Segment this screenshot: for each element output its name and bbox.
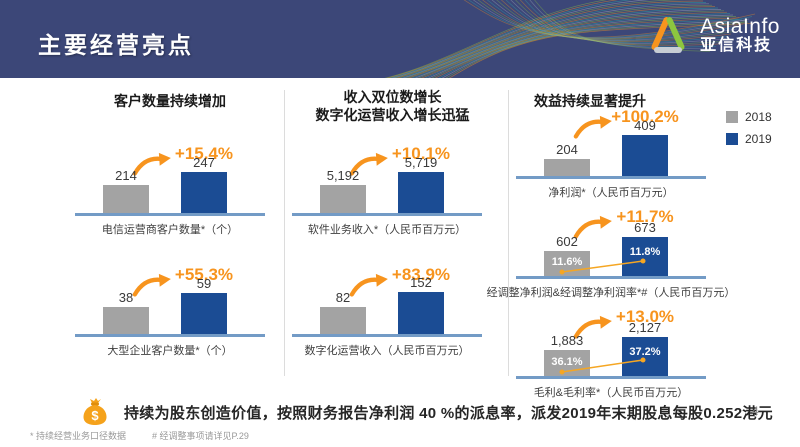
- value-2018: 1,883: [550, 333, 584, 348]
- logo-text: AsiaInfo 亚信科技: [700, 14, 780, 55]
- chart-caption: 软件业务收入*（人民币百万元）: [307, 224, 467, 236]
- chart-enterprise-customers: +55.3% 38 59 大型企业客户数量*（个）: [75, 249, 265, 364]
- bar-2018: [320, 185, 366, 213]
- growth-arrow-icon: [573, 315, 612, 339]
- axis-baseline: [516, 376, 706, 379]
- rate-2019: 11.8%: [629, 246, 661, 258]
- column-title-customers: 客户数量持续增加: [114, 93, 226, 109]
- chart-legend: 2018 2019: [726, 110, 772, 154]
- growth-arrow-icon: [573, 215, 612, 239]
- svg-text:$: $: [91, 408, 99, 423]
- column-title-profit: 效益持续显著提升: [534, 93, 646, 109]
- value-2018: 602: [556, 234, 578, 249]
- growth-label: +13.0%: [615, 307, 675, 326]
- legend-item-2018: 2018: [726, 110, 772, 124]
- value-2019: 152: [410, 275, 432, 290]
- growth-label: +15.4%: [174, 144, 234, 163]
- rate-2019: 37.2%: [629, 346, 661, 358]
- chart-caption: 电信运营商客户数量*（个）: [101, 224, 239, 236]
- rate-trend-line: [559, 357, 646, 375]
- legend-swatch-2018: [726, 111, 738, 123]
- bar-2019: [181, 172, 227, 213]
- column-divider: [284, 90, 285, 376]
- chart-caption: 净利润*（人民币百万元）: [548, 187, 674, 199]
- value-2018: 38: [118, 290, 134, 305]
- bar-2018: [320, 307, 366, 334]
- page-title: 主要经营亮点: [38, 32, 194, 58]
- dividend-note: 持续为股东创造价值，按照财务报告净利润 40 %的派息率，派发2019年末期股息…: [124, 405, 773, 422]
- value-2018: 5,192: [326, 168, 360, 183]
- legend-label-2018: 2018: [745, 110, 772, 124]
- axis-baseline: [75, 213, 265, 216]
- column-title-revenue: 收入双位数增长 数字化运营收入增长迅猛: [285, 88, 500, 124]
- axis-baseline: [516, 176, 706, 179]
- logo-text-en: AsiaInfo: [700, 14, 780, 38]
- bar-2018: [103, 185, 149, 213]
- growth-label: +100.2%: [611, 107, 679, 126]
- footnote-adjustment: # 经调整事项请详见P.29: [152, 431, 249, 441]
- rate-2018: 11.6%: [551, 256, 583, 268]
- chart-caption: 大型企业客户数量*（个）: [107, 345, 233, 357]
- asiainfo-logo-icon: [651, 17, 685, 53]
- bar-2019: [398, 292, 444, 334]
- axis-baseline: [75, 334, 265, 337]
- footnote-scope: * 持续经营业务口径数据: [30, 431, 127, 441]
- growth-label: +10.1%: [391, 144, 451, 163]
- chart-digital-revenue: +83.9% 82 152 数字化运营收入（人民币百万元）: [292, 249, 482, 364]
- growth-label: +83.9%: [391, 265, 451, 284]
- chart-caption: 经调整净利润&经调整净利润率*#（人民币百万元）: [486, 287, 736, 299]
- growth-arrow-icon: [349, 273, 388, 297]
- logo-text-zh: 亚信科技: [700, 36, 773, 54]
- value-2019: 5,719: [404, 155, 438, 170]
- value-2019: 673: [634, 220, 656, 235]
- bar-2018: [544, 159, 590, 176]
- money-bag-icon: $: [83, 398, 107, 425]
- growth-label: +55.3%: [174, 265, 234, 284]
- growth-label: +11.7%: [616, 207, 674, 226]
- legend-item-2019: 2019: [726, 132, 772, 146]
- rate-2018: 36.1%: [551, 356, 583, 368]
- chart-net-profit: +100.2% 204 409 净利润*（人民币百万元）: [516, 91, 706, 206]
- value-2019: 247: [193, 155, 215, 170]
- growth-arrow-icon: [132, 273, 171, 297]
- chart-adjusted-net-profit: +11.7% 602 673 11.6% 11.8% 经调整净利润&经调整净利润…: [487, 191, 736, 306]
- growth-arrow-icon: [349, 152, 388, 176]
- page-number: 4: [752, 404, 759, 418]
- column-title-revenue-line1: 收入双位数增长: [343, 89, 442, 105]
- legend-label-2019: 2019: [745, 132, 772, 146]
- bar-2019: [622, 337, 668, 376]
- slide-header: 主要经营亮点 AsiaInfo 亚信科技: [0, 0, 800, 78]
- asiainfo-logo: AsiaInfo 亚信科技: [646, 14, 780, 56]
- value-2019: 2,127: [628, 320, 662, 335]
- legend-swatch-2019: [726, 133, 738, 145]
- bar-2018: [103, 307, 149, 334]
- bar-2019: [622, 135, 668, 176]
- chart-caption: 数字化运营收入（人民币百万元）: [304, 345, 470, 357]
- value-2019: 409: [634, 118, 656, 133]
- growth-arrow-icon: [132, 152, 171, 176]
- chart-caption: 毛利&毛利率*（人民币百万元）: [533, 387, 689, 399]
- bar-2019: [622, 237, 668, 276]
- axis-baseline: [292, 334, 482, 337]
- rate-trend-line: [559, 258, 646, 275]
- value-2018: 82: [335, 290, 351, 305]
- value-2019: 59: [196, 276, 212, 291]
- bar-2019: [181, 293, 227, 334]
- chart-telecom-customers: +15.4% 214 247 电信运营商客户数量*（个）: [75, 128, 265, 243]
- value-2018: 204: [556, 142, 578, 157]
- footnotes: * 持续经营业务口径数据 # 经调整事项请详见P.29: [30, 429, 275, 442]
- bar-2019: [398, 172, 444, 213]
- chart-software-revenue: +10.1% 5,192 5,719 软件业务收入*（人民币百万元）: [292, 128, 482, 243]
- column-title-revenue-line2: 数字化运营收入增长迅猛: [315, 107, 470, 123]
- axis-baseline: [292, 213, 482, 216]
- growth-arrow-icon: [573, 115, 612, 139]
- value-2018: 214: [115, 168, 137, 183]
- chart-gross-profit: +13.0% 1,883 2,127 36.1% 37.2% 毛利&毛利率*（人…: [516, 291, 706, 406]
- axis-baseline: [516, 276, 706, 279]
- column-divider: [508, 90, 509, 376]
